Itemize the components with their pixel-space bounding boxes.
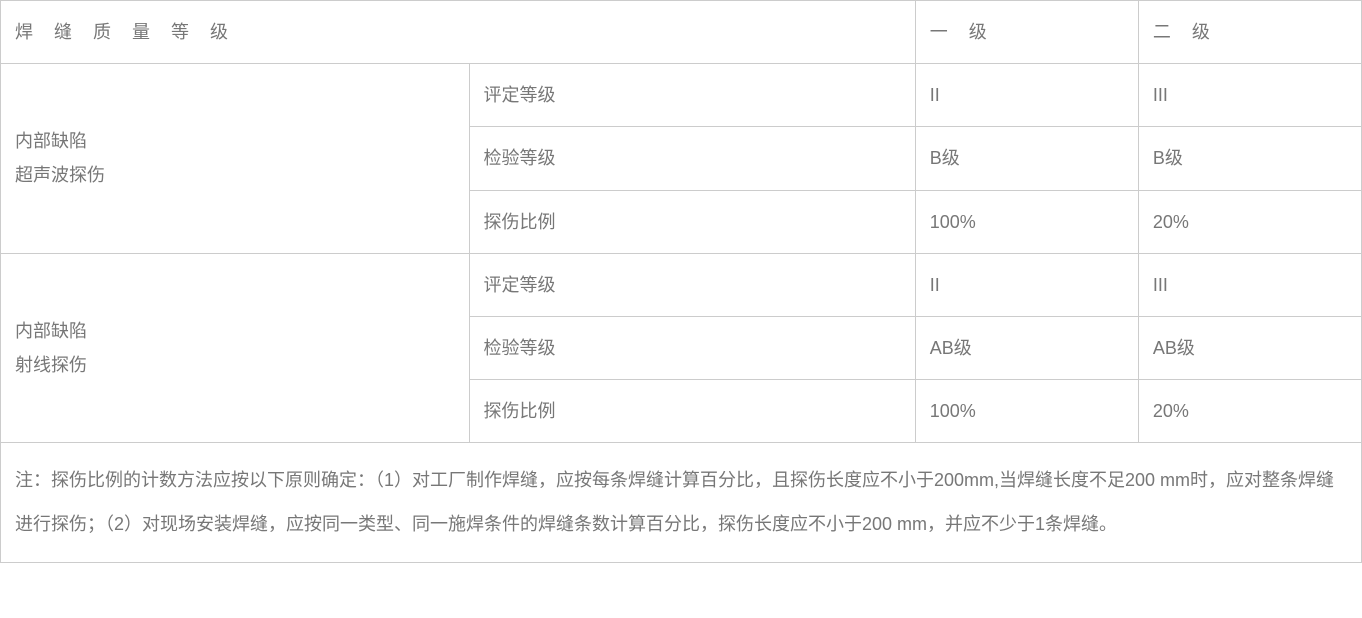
criteria-value-level2: 20%	[1138, 190, 1361, 253]
group-radiographic-label: 内部缺陷 射线探伤	[1, 253, 470, 443]
table-note-row: 注：探伤比例的计数方法应按以下原则确定：（1）对工厂制作焊缝，应按每条焊缝计算百…	[1, 443, 1362, 562]
criteria-value-level1: II	[915, 64, 1138, 127]
criteria-label: 评定等级	[469, 253, 915, 316]
criteria-value-level1: 100%	[915, 380, 1138, 443]
group-label-line2: 超声波探伤	[15, 158, 455, 192]
table-row: 内部缺陷 射线探伤 评定等级 II III	[1, 253, 1362, 316]
criteria-value-level2: B级	[1138, 127, 1361, 190]
criteria-value-level1: 100%	[915, 190, 1138, 253]
header-level1-cell: 一 级	[915, 1, 1138, 64]
criteria-label: 检验等级	[469, 316, 915, 379]
criteria-label: 探伤比例	[469, 380, 915, 443]
group-ultrasonic-label: 内部缺陷 超声波探伤	[1, 64, 470, 254]
group-label-line2: 射线探伤	[15, 348, 455, 382]
criteria-value-level2: III	[1138, 253, 1361, 316]
criteria-label: 探伤比例	[469, 190, 915, 253]
note-cell: 注：探伤比例的计数方法应按以下原则确定：（1）对工厂制作焊缝，应按每条焊缝计算百…	[1, 443, 1362, 562]
criteria-value-level2: 20%	[1138, 380, 1361, 443]
criteria-value-level1: AB级	[915, 316, 1138, 379]
criteria-value-level1: II	[915, 253, 1138, 316]
table-header-row: 焊 缝 质 量 等 级 一 级 二 级	[1, 1, 1362, 64]
criteria-value-level1: B级	[915, 127, 1138, 190]
criteria-value-level2: AB级	[1138, 316, 1361, 379]
criteria-value-level2: III	[1138, 64, 1361, 127]
criteria-label: 评定等级	[469, 64, 915, 127]
header-level2-cell: 二 级	[1138, 1, 1361, 64]
header-title-cell: 焊 缝 质 量 等 级	[1, 1, 916, 64]
table-row: 内部缺陷 超声波探伤 评定等级 II III	[1, 64, 1362, 127]
weld-quality-table: 焊 缝 质 量 等 级 一 级 二 级 内部缺陷 超声波探伤 评定等级 II I…	[0, 0, 1362, 563]
group-label-line1: 内部缺陷	[15, 314, 455, 348]
criteria-label: 检验等级	[469, 127, 915, 190]
group-label-line1: 内部缺陷	[15, 124, 455, 158]
